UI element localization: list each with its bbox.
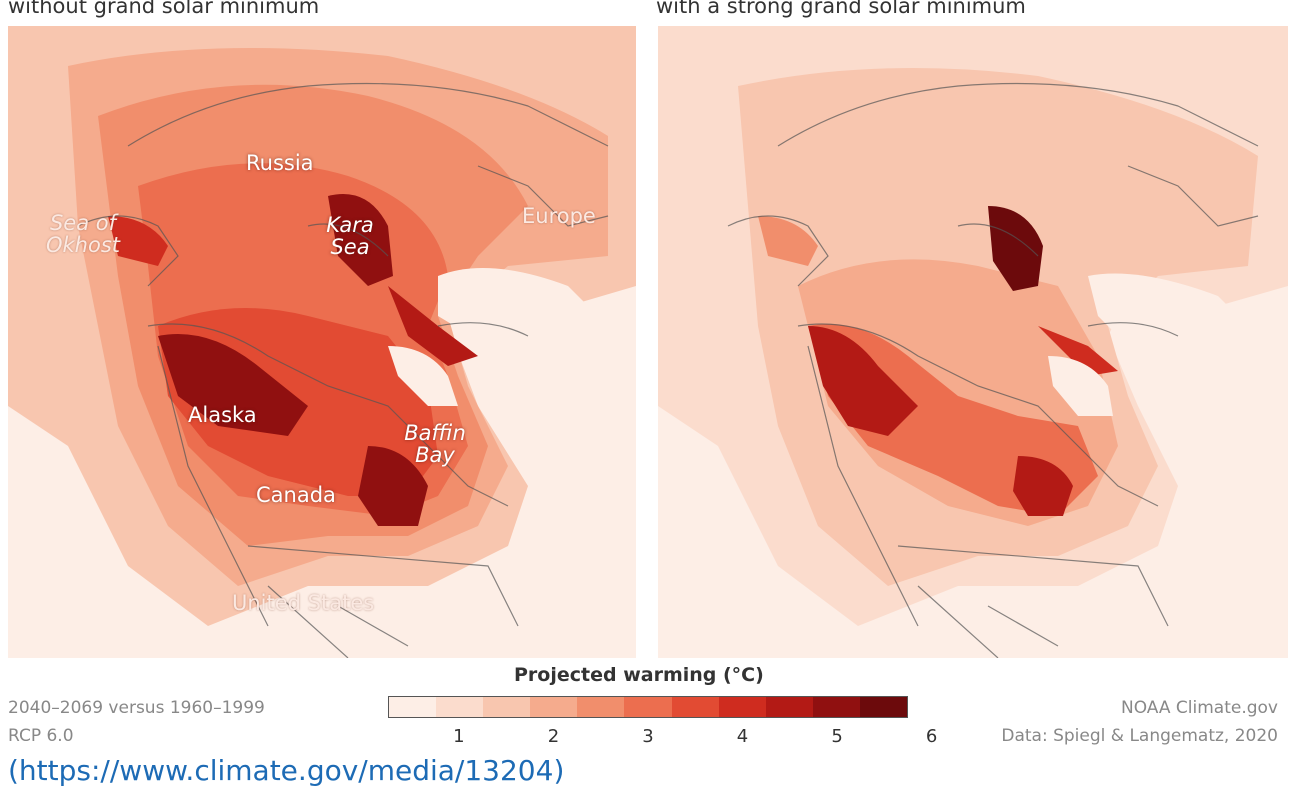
data-source-note: Data: Spiegl & Langematz, 2020: [1001, 726, 1278, 746]
legend-swatch: [671, 697, 719, 717]
legend-tick-label: 6: [925, 726, 938, 747]
label-canada: Canada: [256, 483, 336, 507]
legend-title: Projected warming (°C): [514, 664, 764, 686]
scenario-note: RCP 6.0: [8, 726, 74, 746]
source-link[interactable]: (https://www.climate.gov/media/13204): [8, 754, 565, 787]
legend-tick-label: 5: [831, 726, 843, 747]
label-sea-of-okhost: Sea of Okhost: [45, 211, 121, 257]
legend-swatch: [577, 697, 625, 717]
legend-swatch: [483, 697, 531, 717]
map-without-solar-minimum: Russia Sea of Okhost Kara Sea Europe Ala…: [8, 26, 636, 658]
label-united-states: United States: [232, 591, 375, 615]
period-note: 2040–2069 versus 1960–1999: [8, 698, 265, 718]
legend-tick-label: 4: [736, 726, 749, 747]
legend-tick-label: 3: [642, 726, 654, 747]
legend-swatch: [859, 697, 908, 717]
credit-note: NOAA Climate.gov: [1120, 698, 1278, 718]
warming-field-right: [658, 26, 1288, 658]
label-kara-sea: Kara Sea: [326, 213, 374, 259]
right-panel-title: with a strong grand solar minimum: [656, 0, 1026, 18]
legend-swatch: [765, 697, 813, 717]
legend-swatch: [812, 697, 860, 717]
legend-swatch: [530, 697, 578, 717]
map-with-strong-solar-minimum: [658, 26, 1288, 658]
legend-tick-label: 1: [453, 726, 465, 747]
legend-swatch: [624, 697, 672, 717]
label-alaska: Alaska: [188, 403, 257, 427]
legend-swatch: [718, 697, 766, 717]
legend-swatch: [389, 697, 437, 717]
legend-tick-label: 2: [547, 726, 560, 747]
label-europe: Europe: [522, 204, 596, 228]
label-baffin-bay: Baffin Bay: [404, 421, 466, 467]
left-panel-title: without grand solar minimum: [8, 0, 320, 18]
legend-swatch: [436, 697, 484, 717]
label-russia: Russia: [246, 151, 314, 175]
warming-field-left: [8, 26, 636, 658]
legend-color-bar: [388, 696, 908, 718]
